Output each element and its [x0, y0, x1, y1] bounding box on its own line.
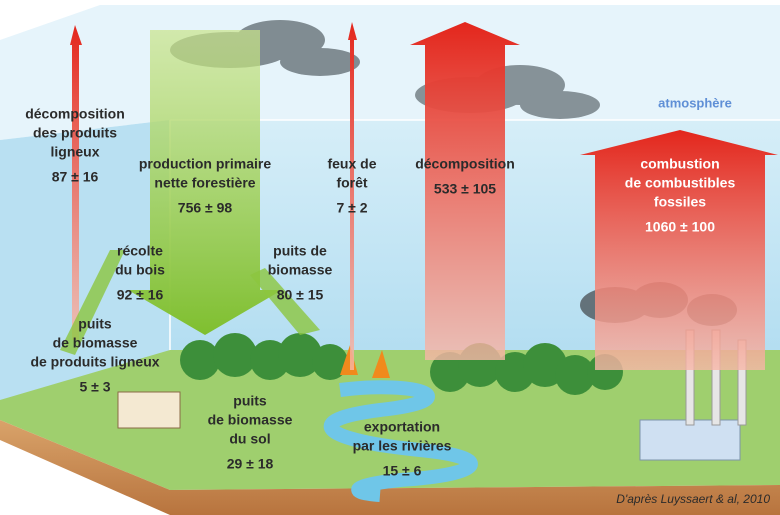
flow-label: nette forestière: [154, 175, 255, 191]
flow-label: puits de: [273, 243, 327, 259]
flow-label: de biomasse: [208, 412, 293, 428]
flow-label: fossiles: [654, 194, 706, 210]
flow-label: forêt: [336, 175, 367, 191]
flow-label: du sol: [229, 431, 270, 447]
flow-label: décomposition: [25, 106, 125, 122]
flow-label: des produits: [33, 125, 117, 141]
flow-label: du bois: [115, 262, 165, 278]
flow-label: de combustibles: [625, 175, 736, 191]
sawmill: [118, 392, 180, 428]
factory: [640, 420, 740, 460]
flow-value: 1060 ± 100: [645, 219, 715, 235]
flow-value: 7 ± 2: [336, 200, 367, 216]
flow-label: ligneux: [50, 144, 99, 160]
flow-value: 92 ± 16: [117, 287, 164, 303]
flow-label: puits: [78, 316, 112, 332]
flow-value: 29 ± 18: [227, 456, 274, 472]
carbon-diagram: atmosphère D'après Luyssaert & al, 2010 …: [0, 0, 780, 515]
flow-label: biomasse: [268, 262, 333, 278]
flow-label: de biomasse: [53, 335, 138, 351]
flow-label: puits: [233, 393, 267, 409]
flow-label: production primaire: [139, 156, 271, 172]
flow-value: 87 ± 16: [52, 169, 99, 185]
flow-label: récolte: [117, 243, 163, 259]
flow-value: 533 ± 105: [434, 181, 496, 197]
flow-label: exportation: [364, 419, 440, 435]
atmosphere-label: atmosphère: [658, 95, 732, 110]
flow-label: décomposition: [415, 156, 515, 172]
credit: D'après Luyssaert & al, 2010: [616, 492, 770, 506]
flow-label: de produits ligneux: [30, 354, 159, 370]
flow-value: 5 ± 3: [79, 379, 110, 395]
flow-value: 80 ± 15: [277, 287, 324, 303]
flow-label: par les rivières: [353, 438, 452, 454]
flow-label: combustion: [640, 156, 719, 172]
flow-label: feux de: [327, 156, 376, 172]
flow-value: 15 ± 6: [383, 463, 422, 479]
flow-value: 756 ± 98: [178, 200, 233, 216]
